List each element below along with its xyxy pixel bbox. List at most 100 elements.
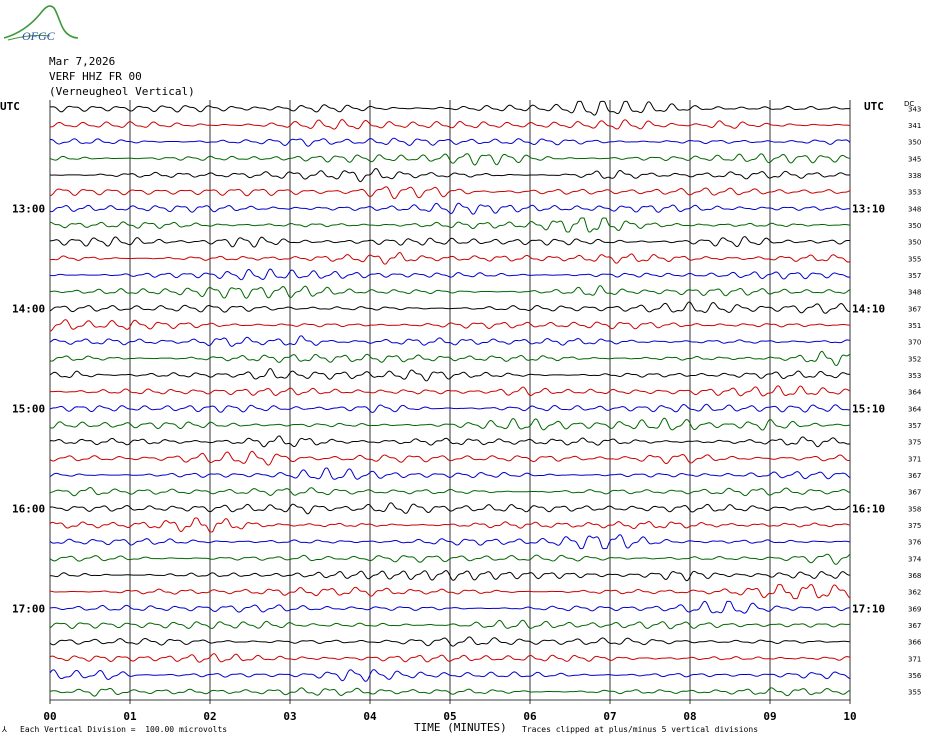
left-hour-label: 14:00 xyxy=(12,302,45,315)
seismic-trace xyxy=(49,301,851,314)
footer-mark: ⅄ xyxy=(2,725,7,734)
x-tick-label: 09 xyxy=(763,710,776,723)
dc-offset-label: 350 xyxy=(908,239,921,247)
seismic-trace xyxy=(49,350,851,366)
seismic-trace xyxy=(49,435,851,448)
ofgc-logo: OFGC xyxy=(3,5,79,43)
dc-offset-label: 366 xyxy=(908,639,922,647)
seismic-trace xyxy=(49,417,851,431)
seismic-trace xyxy=(49,167,851,183)
x-tick-label: 02 xyxy=(203,710,216,723)
seismic-trace xyxy=(49,335,851,347)
dc-offset-label: 343 xyxy=(908,105,921,113)
dc-offset-label: 345 xyxy=(908,155,921,163)
dc-offset-label: 371 xyxy=(908,655,921,663)
dc-offset-label: 367 xyxy=(908,472,921,480)
dc-offset-label: 341 xyxy=(908,122,921,130)
header-date: Mar 7,2026 xyxy=(49,55,116,68)
left-hour-label: 15:00 xyxy=(12,402,45,415)
dc-offset-label: 348 xyxy=(908,289,921,297)
seismic-trace xyxy=(49,285,851,299)
seismic-trace xyxy=(49,619,851,630)
dc-offset-label: 371 xyxy=(908,455,921,463)
seismic-trace xyxy=(49,636,851,647)
x-tick-label: 00 xyxy=(43,710,56,723)
seismic-trace xyxy=(49,502,851,515)
left-hour-label: 13:00 xyxy=(12,202,45,215)
header-station: VERF HHZ FR 00 xyxy=(49,70,142,83)
x-tick-label: 01 xyxy=(123,710,137,723)
dc-offset-label: 351 xyxy=(908,322,921,330)
x-tick-label: 04 xyxy=(363,710,377,723)
dc-offset-label: 353 xyxy=(908,372,921,380)
seismic-trace xyxy=(49,517,851,533)
dc-offset-label: 376 xyxy=(908,539,922,547)
x-axis-title: TIME (MINUTES) xyxy=(414,721,507,734)
seismic-trace xyxy=(49,202,850,215)
dc-offset-label: 358 xyxy=(908,505,921,513)
seismic-trace xyxy=(49,319,851,332)
seismic-trace xyxy=(49,687,851,697)
seismic-trace xyxy=(49,403,851,413)
x-tick-label: 06 xyxy=(523,710,537,723)
seismic-trace xyxy=(49,534,851,550)
x-tick-label: 08 xyxy=(683,710,696,723)
seismic-trace xyxy=(49,153,851,166)
seismic-trace xyxy=(49,450,851,466)
x-tick-label: 05 xyxy=(443,710,456,723)
seismic-trace xyxy=(49,385,851,397)
clip-note: Traces clipped at plus/minus 5 vertical … xyxy=(522,725,759,734)
x-tick-label: 10 xyxy=(843,710,856,723)
dc-label: DC xyxy=(904,100,914,108)
dc-offset-label: 350 xyxy=(908,139,921,147)
dc-offset-label: 356 xyxy=(908,672,922,680)
seismic-trace xyxy=(49,252,851,265)
seismic-trace xyxy=(49,367,850,382)
dc-offset-label: 374 xyxy=(908,555,922,563)
seismic-trace xyxy=(49,584,851,600)
dc-offset-label: 348 xyxy=(908,205,921,213)
right-hour-label: 15:10 xyxy=(852,402,885,415)
seismic-trace xyxy=(49,137,851,147)
seismic-trace xyxy=(49,467,851,480)
right-hour-label: 17:10 xyxy=(852,602,885,615)
dc-offset-label: 370 xyxy=(908,339,921,347)
dc-offset-label: 367 xyxy=(908,305,921,313)
dc-offset-label: 338 xyxy=(908,172,921,180)
seismic-trace xyxy=(49,217,851,233)
plot-grid xyxy=(49,100,851,704)
dc-offset-label: 362 xyxy=(908,589,921,597)
seismic-trace xyxy=(49,570,851,582)
seismic-trace xyxy=(49,553,851,565)
header-location: (Verneugheol Vertical) xyxy=(49,85,195,98)
seismic-trace xyxy=(49,186,851,200)
seismic-trace xyxy=(49,600,851,614)
dc-offset-label: 375 xyxy=(908,439,921,447)
dc-offset-label: 352 xyxy=(908,355,921,363)
dc-offset-label: 353 xyxy=(908,189,921,197)
dc-offset-label: 375 xyxy=(908,522,921,530)
trace-group xyxy=(49,100,851,697)
scale-note: Each Vertical Division = 100.00 microvol… xyxy=(20,725,228,734)
seismic-trace xyxy=(49,669,851,682)
seismic-trace xyxy=(49,119,851,130)
left-utc-label: UTC xyxy=(0,100,20,113)
dc-offset-label: 364 xyxy=(908,405,922,413)
seismic-trace xyxy=(49,268,851,281)
seismic-trace xyxy=(49,100,851,116)
left-hour-label: 17:00 xyxy=(12,602,45,615)
right-hour-label: 16:10 xyxy=(852,502,885,515)
dc-offset-label: 369 xyxy=(908,605,921,613)
right-hour-label: 14:10 xyxy=(852,302,885,315)
dc-offset-label: 364 xyxy=(908,389,922,397)
x-tick-label: 03 xyxy=(283,710,296,723)
dc-offset-label: 355 xyxy=(908,255,921,263)
dc-offset-label: 355 xyxy=(908,689,921,697)
seismic-trace xyxy=(49,486,851,497)
dc-offset-label: 368 xyxy=(908,572,921,580)
axis-labels: UTC UTC DC 00 01 02 03 04 05 06 07 08 09 10 343 341 3… xyxy=(0,100,922,723)
dc-offset-label: 350 xyxy=(908,222,921,230)
dc-offset-label: 357 xyxy=(908,272,921,280)
logo-text: OFGC xyxy=(22,29,56,43)
seismic-trace xyxy=(49,236,851,248)
